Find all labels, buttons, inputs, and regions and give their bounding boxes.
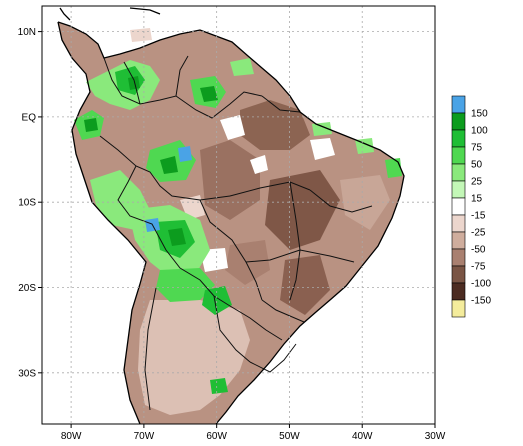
legend-label: 50 xyxy=(471,160,483,171)
latitude-label: 20S xyxy=(18,283,36,294)
color-legend: 150 100 75 50 25 15 -15 -25 -50 -75 -100 -150 xyxy=(451,95,491,318)
longitude-label: 30W xyxy=(425,431,446,442)
longitude-label: 60W xyxy=(206,431,227,442)
legend-swatch xyxy=(451,214,466,233)
legend-label: -75 xyxy=(471,262,486,273)
legend-label: 150 xyxy=(471,109,488,120)
legend-swatch xyxy=(451,231,466,250)
legend-swatch xyxy=(451,282,466,301)
longitude-label: 70W xyxy=(134,431,155,442)
longitude-label: 40W xyxy=(352,431,373,442)
latitude-label: 10S xyxy=(18,198,36,209)
legend-swatch xyxy=(451,299,466,318)
legend-label: 75 xyxy=(471,143,483,154)
legend-swatch xyxy=(451,180,466,199)
legend-swatch xyxy=(451,265,466,284)
legend-label: 25 xyxy=(471,177,483,188)
legend-swatch xyxy=(451,163,466,182)
legend-swatch xyxy=(451,129,466,148)
longitude-label: 50W xyxy=(279,431,300,442)
legend-swatch xyxy=(451,146,466,165)
legend-label: -150 xyxy=(471,296,491,307)
legend-label: -100 xyxy=(471,279,491,290)
latitude-labels: 10N EQ 10S 20S 30S xyxy=(18,27,42,379)
legend-label: -15 xyxy=(471,211,486,222)
legend-label: 100 xyxy=(471,126,488,137)
legend-swatch xyxy=(451,248,466,267)
legend-swatch xyxy=(451,112,466,131)
latitude-label: EQ xyxy=(22,112,37,123)
longitude-labels: 80W 70W 60W 50W 40W 30W xyxy=(61,424,446,442)
map-plot-area xyxy=(41,5,436,425)
longitude-label: 80W xyxy=(61,431,82,442)
legend-swatch xyxy=(451,197,466,216)
legend-swatch xyxy=(451,95,466,114)
legend-label: -50 xyxy=(471,245,486,256)
legend-label: 15 xyxy=(471,194,483,205)
legend-label: -25 xyxy=(471,228,486,239)
latitude-label: 30S xyxy=(18,368,36,379)
latitude-label: 10N xyxy=(18,27,36,38)
